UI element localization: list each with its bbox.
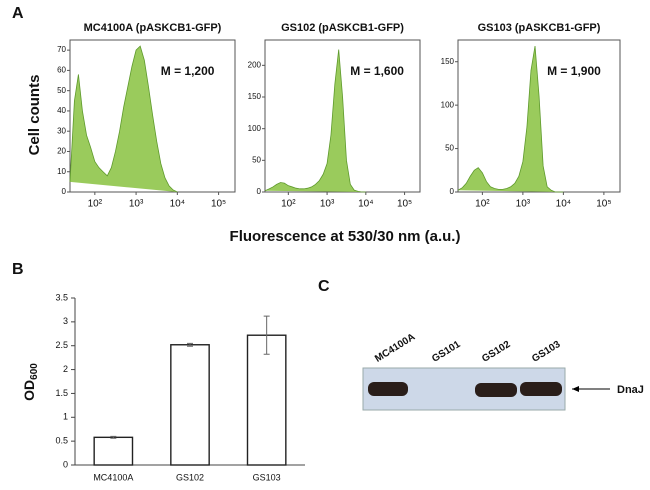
y-tick-label: 100 bbox=[248, 124, 262, 133]
bar bbox=[170, 344, 210, 466]
y-tick-label: 60 bbox=[57, 66, 66, 75]
x-tick-label: 10³ bbox=[320, 199, 335, 210]
y-tick-label: 0 bbox=[257, 187, 262, 196]
error-bar bbox=[110, 435, 117, 439]
histogram-area bbox=[69, 45, 178, 193]
x-tick-label: 10⁵ bbox=[211, 199, 226, 210]
y-tick-label: 40 bbox=[57, 106, 66, 115]
plot-frame bbox=[69, 39, 236, 193]
lane-label: GS102 bbox=[480, 339, 513, 365]
y-tick-label: 2.5 bbox=[55, 340, 68, 350]
y-tick-label: 100 bbox=[441, 100, 455, 109]
chart-title: MC4100A (pASKCB1-GFP) bbox=[84, 22, 222, 34]
y-tick-label: 0 bbox=[63, 459, 68, 469]
y-axis-label: Cell counts bbox=[26, 75, 43, 156]
band-label: DnaJ bbox=[617, 384, 644, 396]
error-bar bbox=[263, 315, 270, 355]
y-label-main: OD bbox=[21, 380, 37, 401]
x-tick-label: 10² bbox=[88, 199, 103, 210]
x-tick-label: 10³ bbox=[516, 199, 531, 210]
y-tick-label: 3 bbox=[63, 316, 68, 326]
y-tick-label: 2 bbox=[63, 364, 68, 374]
x-tick-label: 10³ bbox=[129, 199, 144, 210]
y-tick-label: 30 bbox=[57, 126, 66, 135]
y-label-subscript: 600 bbox=[29, 363, 40, 380]
annotation: M = 1,900 bbox=[547, 64, 601, 78]
y-tick-label: 20 bbox=[57, 147, 66, 156]
lane-label: GS101 bbox=[430, 339, 463, 365]
histogram-area bbox=[457, 46, 564, 193]
chart-title: GS103 (pASKCB1-GFP) bbox=[478, 22, 601, 34]
y-tick-label: 50 bbox=[252, 155, 261, 164]
x-tick-label: GS102 bbox=[176, 472, 204, 482]
y-tick-label: 70 bbox=[57, 45, 66, 54]
blot-band bbox=[368, 382, 408, 396]
error-bar bbox=[187, 342, 193, 347]
x-tick-label: 10² bbox=[281, 199, 296, 210]
panel-letter: C bbox=[318, 278, 330, 295]
chart-title: GS102 (pASKCB1-GFP) bbox=[281, 22, 404, 34]
y-tick-label: 0.5 bbox=[55, 436, 68, 446]
y-tick-label: 10 bbox=[57, 167, 66, 176]
panel-letter: A bbox=[12, 5, 24, 22]
y-tick-label: 0 bbox=[62, 187, 67, 196]
annotation: M = 1,600 bbox=[350, 64, 404, 78]
bar bbox=[93, 436, 134, 466]
y-tick-label: 200 bbox=[248, 60, 262, 69]
y-tick-label: 50 bbox=[57, 86, 66, 95]
plot-frame bbox=[457, 39, 621, 193]
histogram-area bbox=[264, 49, 366, 193]
y-axis-label: OD600 bbox=[21, 363, 40, 401]
y-tick-label: 1.5 bbox=[55, 388, 68, 398]
plot-frame bbox=[264, 39, 421, 193]
annotation: M = 1,200 bbox=[161, 64, 215, 78]
panel-letter: B bbox=[12, 261, 24, 278]
y-tick-label: 3.5 bbox=[55, 292, 68, 302]
y-tick-label: 1 bbox=[63, 412, 68, 422]
blot-band bbox=[475, 383, 517, 397]
x-tick-label: 10² bbox=[475, 199, 490, 210]
lane-label: MC4100A bbox=[373, 332, 417, 365]
lane-label: GS103 bbox=[530, 339, 563, 365]
y-tick-label: 150 bbox=[441, 57, 455, 66]
y-tick-label: 0 bbox=[450, 187, 455, 196]
x-axis-label: Fluorescence at 530/30 nm (a.u.) bbox=[230, 228, 461, 245]
x-tick-label: 10⁴ bbox=[358, 199, 373, 210]
x-tick-label: MC4100A bbox=[93, 472, 133, 482]
y-tick-label: 150 bbox=[248, 92, 262, 101]
y-tick-label: 50 bbox=[445, 144, 454, 153]
x-tick-label: 10⁴ bbox=[170, 199, 185, 210]
x-tick-label: 10⁴ bbox=[556, 199, 571, 210]
arrow-head bbox=[572, 386, 579, 392]
x-tick-label: 10⁵ bbox=[596, 199, 611, 210]
x-tick-label: 10⁵ bbox=[397, 199, 412, 210]
x-tick-label: GS103 bbox=[253, 472, 281, 482]
blot-band bbox=[520, 382, 562, 396]
